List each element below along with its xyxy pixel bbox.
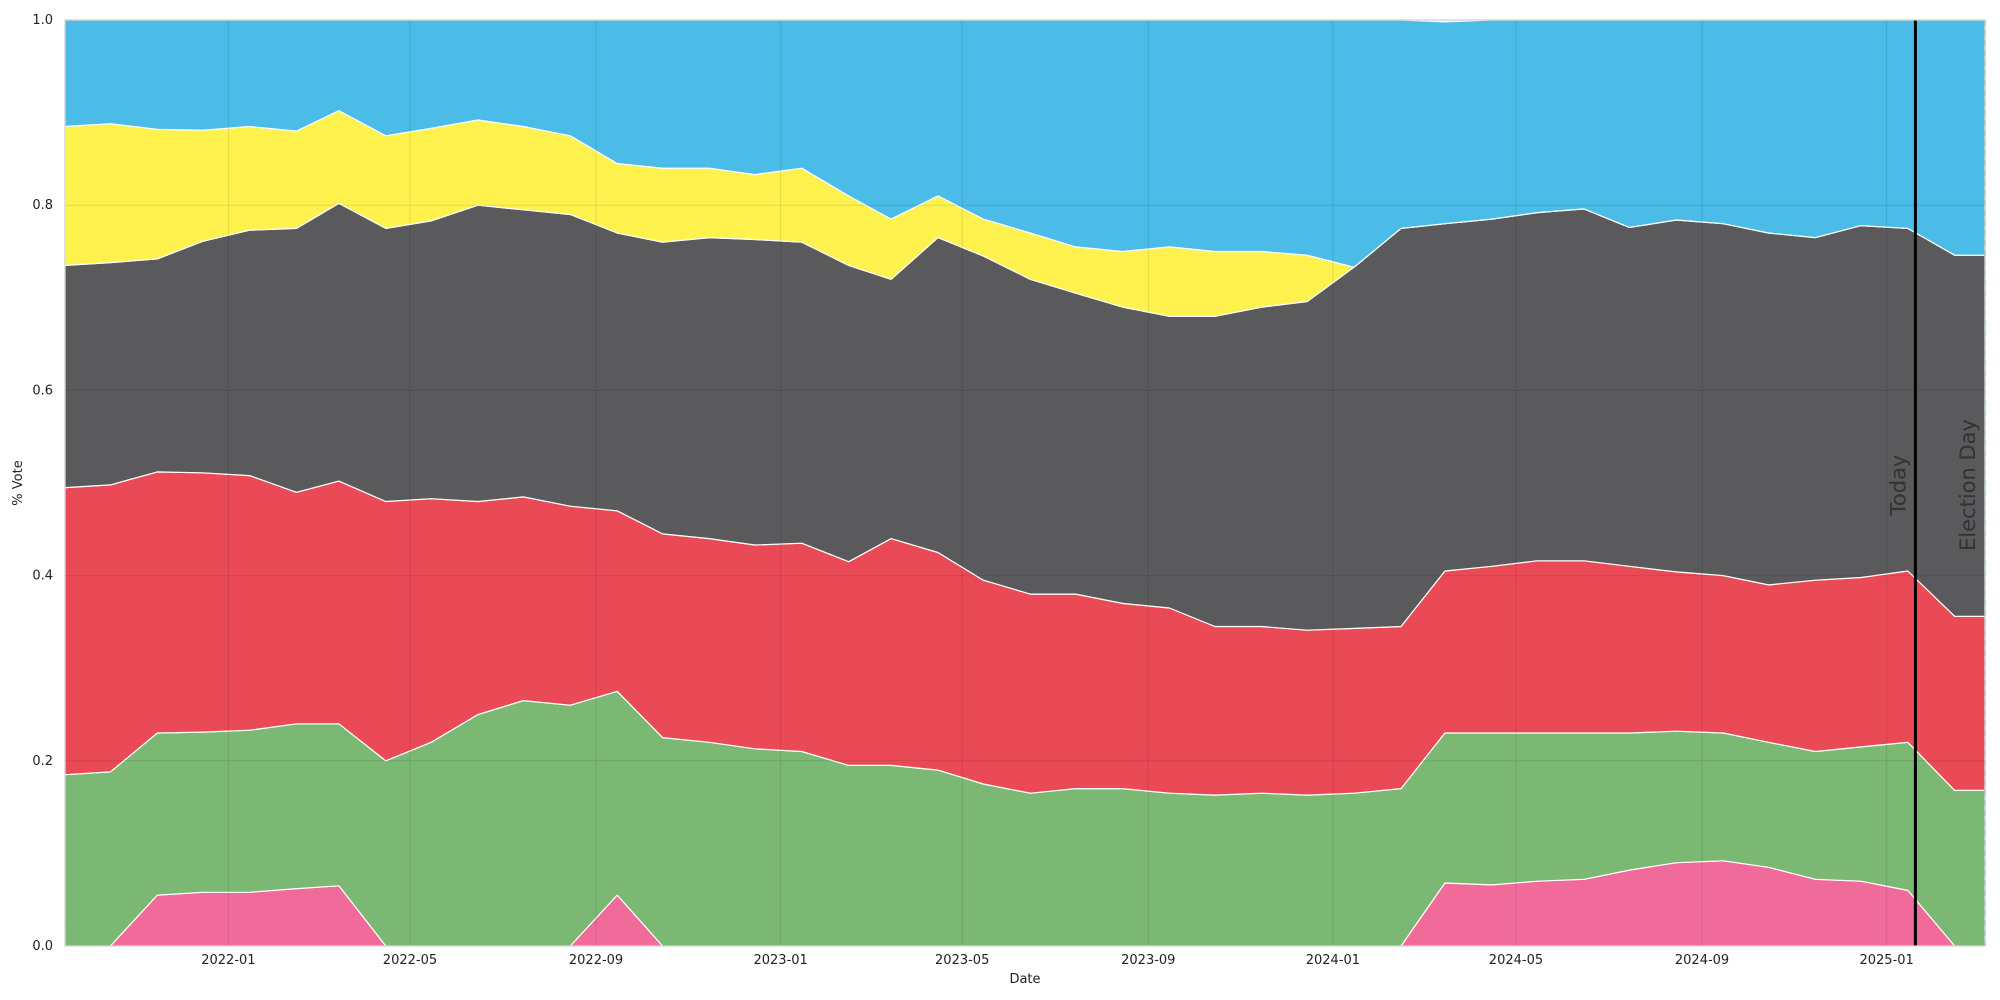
y-tick-label: 0.2 bbox=[32, 754, 53, 769]
x-tick-label: 2024-09 bbox=[1675, 953, 1729, 968]
x-tick-labels: 2022-01 2022-05 2022-09 2023-01 2023-05 2023-… bbox=[201, 953, 1914, 968]
y-tick-label: 0.4 bbox=[32, 569, 53, 584]
vline-label-1: Today bbox=[1886, 455, 1910, 517]
y-tick-label: 0.8 bbox=[32, 198, 53, 213]
x-tick-label: 2023-09 bbox=[1121, 953, 1175, 968]
y-tick-label: 0.6 bbox=[32, 383, 53, 398]
y-tick-label: 1.0 bbox=[32, 13, 53, 28]
plot-frame bbox=[64, 19, 1986, 947]
x-tick-label: 2025-01 bbox=[1859, 953, 1913, 968]
x-tick-label: 2022-01 bbox=[201, 953, 255, 968]
x-tick-label: 2023-01 bbox=[753, 953, 807, 968]
chart-areas bbox=[64, 19, 1986, 947]
y-tick-label: 0.0 bbox=[32, 939, 53, 954]
x-axis-title: Date bbox=[1009, 972, 1040, 987]
x-tick-label: 2022-09 bbox=[569, 953, 623, 968]
x-tick-label: 2024-01 bbox=[1306, 953, 1360, 968]
x-tick-label: 2024-05 bbox=[1489, 953, 1543, 968]
x-tick-label: 2023-05 bbox=[935, 953, 989, 968]
x-tick-label: 2022-05 bbox=[383, 953, 437, 968]
vline-label-2: Election Day bbox=[1956, 419, 1980, 551]
y-tick-labels: 0.0 0.2 0.4 0.6 0.8 1.0 bbox=[32, 13, 53, 954]
y-axis-title: % Vote bbox=[11, 460, 26, 505]
